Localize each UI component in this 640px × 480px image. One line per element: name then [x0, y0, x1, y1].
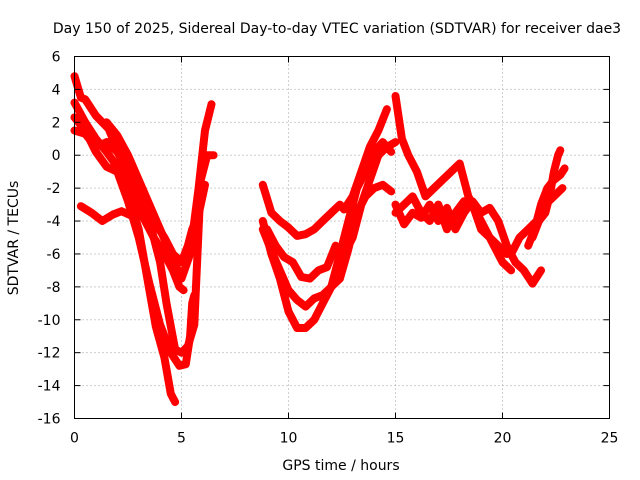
y-tick-label: -16 — [38, 412, 61, 428]
y-tick-label: -8 — [47, 280, 61, 296]
y-tick-label: -10 — [38, 313, 61, 329]
series-markers-trace-5 — [73, 129, 215, 355]
series-markers-trace-8 — [261, 140, 393, 330]
series-layer — [70, 72, 569, 406]
series-markers-trace-13 — [394, 194, 509, 256]
y-tick-label: -12 — [38, 346, 61, 362]
series-markers-trace-9 — [261, 107, 389, 238]
y-tick-labels: -16 -14 -12 -10 -8 -6 -4 -2 0 2 4 6 — [38, 50, 61, 428]
x-tick-label: 20 — [494, 431, 512, 447]
y-tick-label: -6 — [47, 247, 61, 263]
series-markers-trace-3 — [73, 116, 196, 368]
series-markers-trace-10 — [265, 140, 397, 280]
series-markers-trace-7 — [261, 183, 393, 309]
y-tick-label: 0 — [52, 148, 61, 164]
y-tick-label: 2 — [52, 115, 61, 131]
y-tick-label: -14 — [38, 379, 61, 395]
chart-title: Day 150 of 2025, Sidereal Day-to-day VTE… — [53, 21, 621, 37]
x-axis-label: GPS time / hours — [282, 458, 399, 474]
y-tick-label: -2 — [47, 181, 61, 197]
x-tick-label: 25 — [601, 431, 619, 447]
y-tick-label: 4 — [52, 82, 61, 98]
series-markers-trace-6 — [105, 102, 213, 283]
axis-ticks — [74, 56, 610, 419]
x-tick-label: 0 — [70, 431, 79, 447]
series-line-trace-1 — [70, 72, 188, 295]
x-tick-label: 5 — [177, 431, 186, 447]
y-tick-label: 6 — [52, 50, 61, 66]
series-markers-trace-11 — [394, 94, 513, 272]
x-tick-label: 10 — [280, 431, 298, 447]
series-markers-trace-16 — [531, 149, 562, 239]
y-tick-label: -4 — [47, 214, 61, 230]
series-line-trace-3 — [70, 113, 199, 370]
y-axis-label: SDTVAR / TECUs — [6, 181, 22, 296]
plot-frame — [74, 56, 610, 419]
x-tick-labels: 0 5 10 15 20 25 — [70, 431, 618, 447]
x-tick-label: 15 — [387, 431, 405, 447]
